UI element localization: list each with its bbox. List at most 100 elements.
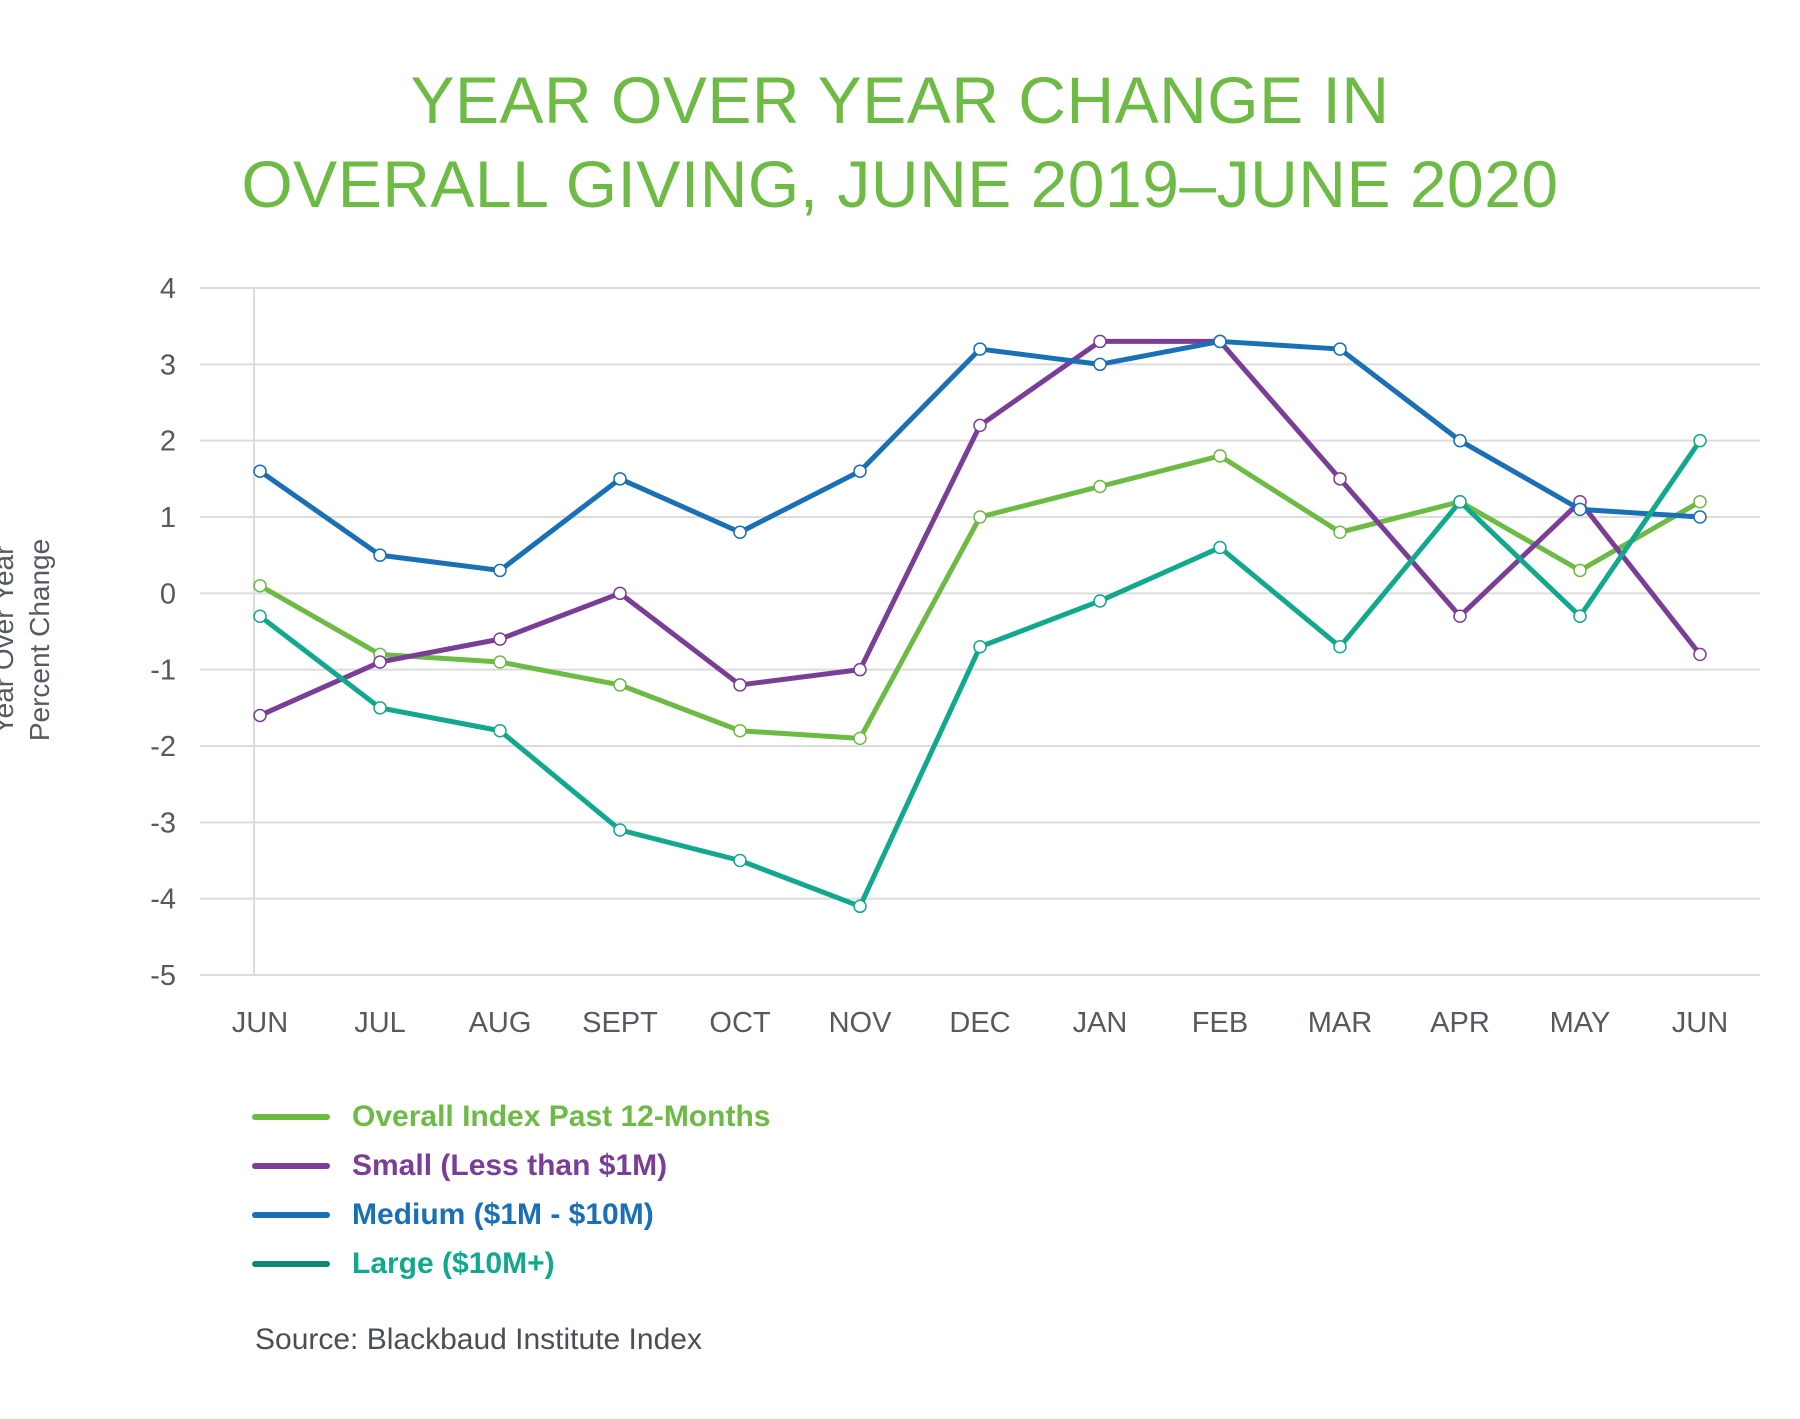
data-point-large: [853, 899, 867, 914]
data-point-small: [613, 586, 627, 601]
data-point-small: [493, 632, 507, 646]
data-point-small: [733, 678, 747, 692]
y-tick-labels: 4 3 2 1 0 -1 -2 -3 -4 -5: [150, 273, 176, 992]
legend: Overall Index Past 12-Months Small (Less…: [252, 1092, 770, 1288]
x-tick-label: APR: [1430, 1007, 1490, 1039]
y-tick-label: -2: [150, 731, 176, 763]
data-point-medium: [1573, 502, 1587, 517]
data-point-overall: [853, 731, 867, 746]
data-point-large: [973, 640, 987, 654]
data-point-large: [1333, 640, 1347, 654]
data-point-large: [493, 723, 507, 738]
data-point-overall: [613, 678, 627, 692]
x-tick-label: NOV: [829, 1007, 893, 1039]
data-point-overall: [973, 510, 987, 524]
data-point-overall: [493, 655, 507, 669]
data-point-medium: [853, 464, 867, 478]
y-tick-label: -4: [150, 884, 176, 916]
chart-title-line-1: YEAR OVER YEAR CHANGE IN: [410, 63, 1390, 137]
data-point-medium: [1093, 357, 1107, 372]
legend-label-large: Large ($10M+): [352, 1246, 555, 1280]
y-axis-title-line-2: Percent Change: [24, 538, 55, 742]
legend-swatch-large: [252, 1260, 330, 1267]
data-point-medium: [373, 548, 387, 562]
data-point-medium: [1333, 342, 1347, 356]
y-tick-label: -3: [150, 807, 176, 839]
data-point-overall: [253, 578, 267, 593]
chart-title-line-2: OVERALL GIVING, JUNE 2019–JUNE 2020: [241, 147, 1559, 221]
series-line-overall: [257, 453, 1703, 741]
data-point-large: [1693, 433, 1707, 448]
data-point-overall: [1573, 563, 1587, 578]
x-tick-label: MAY: [1550, 1007, 1611, 1039]
legend-label-overall: Overall Index Past 12-Months: [352, 1099, 771, 1133]
data-point-large: [613, 823, 627, 837]
y-tick-label: 2: [160, 426, 176, 458]
x-tick-label: DEC: [949, 1007, 1010, 1039]
series-overall: [253, 449, 1707, 746]
data-point-overall: [1213, 449, 1227, 463]
data-point-overall: [1093, 479, 1107, 494]
data-point-small: [253, 708, 267, 723]
data-point-large: [253, 609, 267, 623]
x-tick-label: OCT: [709, 1007, 771, 1039]
y-axis-title-line-1: Year Over Year: [0, 545, 19, 735]
data-point-medium: [493, 563, 507, 578]
y-tick-label: -1: [150, 655, 176, 687]
x-tick-label: JUN: [232, 1007, 288, 1039]
chart-title: YEAR OVER YEAR CHANGE IN OVERALL GIVING,…: [0, 58, 1800, 226]
data-point-small: [1333, 472, 1347, 486]
series-line-medium: [257, 338, 1703, 573]
legend-swatch-overall: [252, 1113, 330, 1120]
x-tick-label: FEB: [1192, 1007, 1248, 1039]
data-point-medium: [253, 464, 267, 478]
x-tick-labels: JUN JUL AUG SEPT OCT NOV DEC JAN FEB MAR APR MAY JUN: [232, 1007, 1728, 1039]
legend-item-small: Small (Less than $1M): [252, 1141, 770, 1190]
legend-item-overall: Overall Index Past 12-Months: [252, 1092, 770, 1141]
x-tick-label: JUL: [354, 1007, 406, 1039]
legend-swatch-medium: [252, 1211, 330, 1218]
data-point-medium: [733, 525, 747, 540]
data-point-medium: [613, 472, 627, 486]
series-lines: [253, 334, 1707, 914]
y-tick-label: 3: [160, 349, 176, 381]
data-point-small: [853, 662, 867, 677]
data-point-large: [1213, 540, 1227, 555]
y-tick-label: 1: [160, 502, 176, 534]
data-point-large: [1453, 494, 1467, 509]
series-small: [253, 334, 1707, 723]
legend-label-medium: Medium ($1M - $10M): [352, 1197, 654, 1231]
data-point-large: [1093, 594, 1107, 608]
x-tick-label: SEPT: [582, 1007, 658, 1039]
legend-item-large: Large ($10M+): [252, 1239, 770, 1288]
x-tick-label: JAN: [1073, 1007, 1128, 1039]
data-point-overall: [1333, 525, 1347, 540]
data-point-medium: [1693, 510, 1707, 524]
data-point-overall: [1693, 494, 1707, 509]
data-point-small: [373, 655, 387, 669]
legend-label-small: Small (Less than $1M): [352, 1148, 668, 1182]
gridlines: [200, 287, 1760, 976]
x-tick-label: JUN: [1672, 1007, 1728, 1039]
data-point-small: [1693, 647, 1707, 662]
x-tick-label: AUG: [469, 1007, 532, 1039]
data-point-medium: [973, 342, 987, 356]
legend-swatch-small: [252, 1162, 330, 1169]
legend-item-medium: Medium ($1M - $10M): [252, 1190, 770, 1239]
data-point-medium: [1453, 433, 1467, 448]
data-point-small: [1093, 334, 1107, 349]
data-point-large: [733, 853, 747, 868]
source-note: Source: Blackbaud Institute Index: [255, 1323, 702, 1356]
data-point-large: [373, 701, 387, 715]
data-point-small: [973, 418, 987, 433]
y-tick-label: -5: [150, 960, 176, 992]
series-large: [253, 433, 1707, 914]
data-point-large: [1573, 609, 1587, 623]
series-medium: [253, 334, 1707, 578]
y-tick-label: 0: [160, 578, 176, 610]
x-tick-label: MAR: [1308, 1007, 1372, 1039]
data-point-small: [1453, 609, 1467, 623]
data-point-overall: [733, 723, 747, 738]
data-point-medium: [1213, 334, 1227, 349]
